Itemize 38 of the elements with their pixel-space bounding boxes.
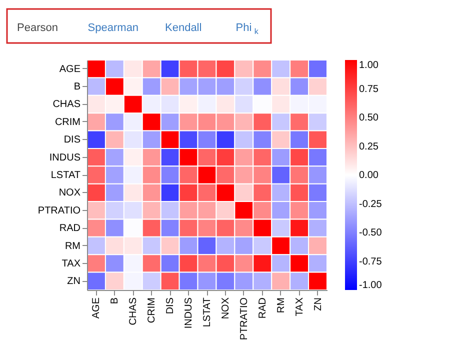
x-tick-label: AGE xyxy=(91,297,102,319)
y-tick-label: TAX xyxy=(62,258,81,270)
x-tick-label: PTRATIO xyxy=(238,297,250,340)
y-tick-label: DIS xyxy=(64,134,81,146)
y-tick-label: CRIM xyxy=(54,116,80,128)
x-tick-label: INDUS xyxy=(184,297,195,329)
x-tick-label: CHAS xyxy=(128,297,140,326)
x-tick-label: NOX xyxy=(220,297,232,320)
y-tick-label: ZN xyxy=(67,276,80,288)
y-tick-label: RM xyxy=(64,240,80,252)
text: Spearman xyxy=(88,22,139,34)
y-tick-label: LSTAT xyxy=(50,170,80,181)
x-tick-label: RAD xyxy=(257,298,268,319)
x-tick-label: B xyxy=(110,297,121,304)
color-bar-label: -0.25 xyxy=(359,198,382,210)
color-bar-label: 0.75 xyxy=(359,84,379,95)
y-tick-label: PTRATIO xyxy=(38,205,81,216)
color-bar-label: 0.00 xyxy=(359,170,379,181)
text: Kendall xyxy=(165,22,202,34)
y-tick-label: CHAS xyxy=(52,99,81,110)
color-bar-label: 0.50 xyxy=(359,112,379,124)
color-bar-label: 0.25 xyxy=(359,141,379,152)
x-tick-label: CRIM xyxy=(146,298,158,324)
x-tick-label: DIS xyxy=(165,297,176,314)
color-bar-label: -1.00 xyxy=(359,280,382,291)
y-tick-label: RAD xyxy=(59,223,80,234)
color-bar-label: -0.50 xyxy=(359,228,382,238)
x-tick-label: ZN xyxy=(312,298,324,311)
y-tick-label: NOX xyxy=(58,188,81,199)
y-tick-label: INDUS xyxy=(49,152,81,164)
color-bar-label: 1.00 xyxy=(359,60,379,71)
x-tick-label: LSTAT xyxy=(202,298,213,328)
x-tick-label: TAX xyxy=(294,297,306,316)
x-tick-label: RM xyxy=(276,298,287,314)
y-tick-label: B xyxy=(74,82,81,93)
y-tick-label: AGE xyxy=(59,64,81,75)
color-bar-label: -0.75 xyxy=(359,256,382,268)
text: Pearson xyxy=(17,22,58,34)
